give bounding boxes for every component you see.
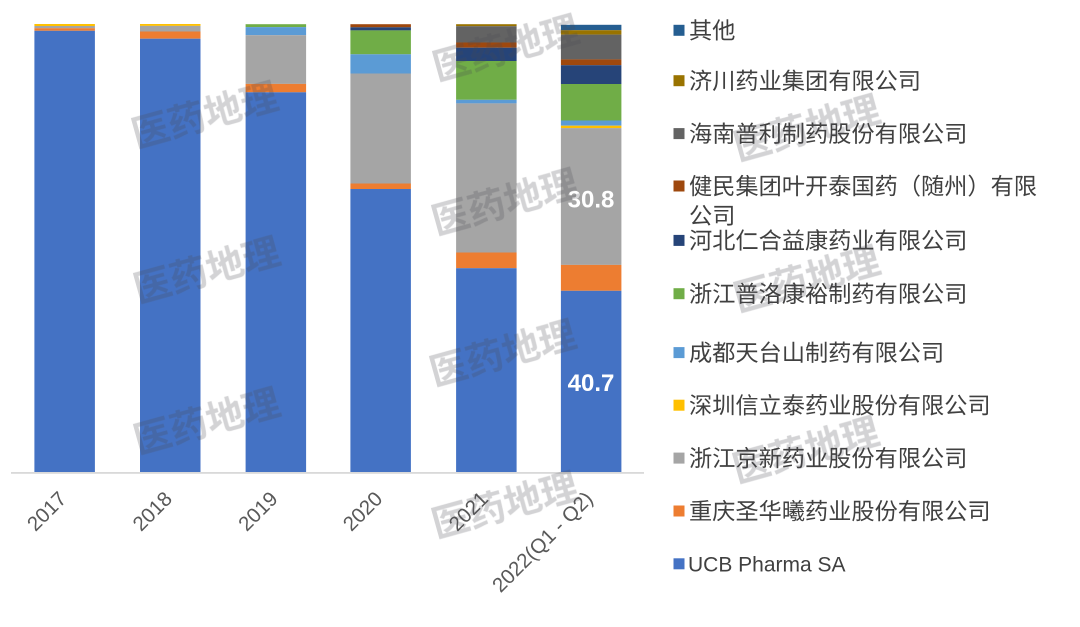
svg-text:40.7: 40.7 bbox=[568, 370, 615, 397]
svg-text:30.8: 30.8 bbox=[568, 187, 615, 214]
svg-text:UCB Pharma SA: UCB Pharma SA bbox=[688, 553, 846, 576]
